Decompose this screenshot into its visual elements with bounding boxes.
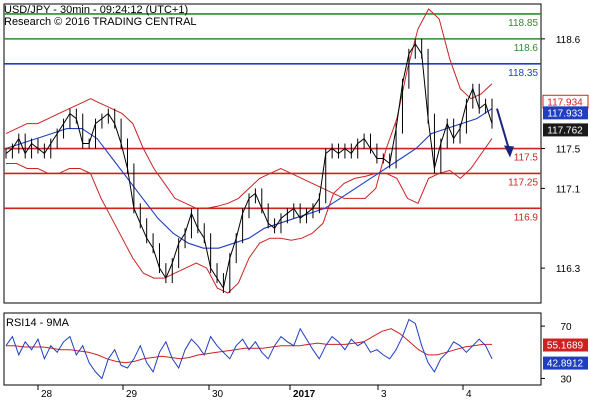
rsi-y-tick-label-1: 70: [560, 322, 572, 333]
y-tick-label-2: 117.5: [556, 145, 581, 156]
rsi-badge-0: [543, 338, 588, 352]
rsi-title: RSI14 - 9MA: [6, 317, 70, 329]
chart-subtitle: Research © 2016 TRADING CENTRAL: [4, 16, 197, 28]
x-tick-label-4: 3: [381, 389, 387, 400]
forecast-arrow-head: [504, 145, 514, 158]
price-line: [5, 42, 493, 290]
x-tick-label-1: 29: [126, 389, 138, 400]
level-label-5: 116.9: [514, 212, 539, 223]
level-label-2: 118.35: [508, 68, 538, 79]
x-tick-label-2: 30: [212, 389, 224, 400]
rsi-badge-1: [543, 356, 588, 370]
rsi-line: [5, 318, 493, 380]
chart-title: USD/JPY - 30min - 09:24:12 (UTC+1): [4, 4, 188, 16]
level-label-0: 118.85: [508, 18, 538, 29]
x-tick-label-0: 28: [41, 389, 53, 400]
level-label-4: 117.25: [508, 177, 538, 188]
rsi-ma-line: [6, 328, 492, 364]
moving-average-line: [5, 108, 493, 249]
price-badge-2: [543, 123, 588, 137]
y-tick-label-0: 116.3: [556, 264, 581, 275]
x-tick-label-3: 2017: [293, 389, 316, 400]
level-label-3: 117.5: [514, 153, 539, 164]
rsi-y-tick-label-0: 30: [560, 374, 572, 385]
rsi-badge-label-0: 55.1689: [547, 341, 584, 352]
x-tick-label-5: 4: [466, 389, 472, 400]
price-panel-frame: [3, 3, 542, 304]
price-badge-label-2: 117.762: [547, 125, 583, 136]
price-badge-label-1: 117.933: [547, 108, 583, 119]
level-label-1: 118.6: [514, 43, 539, 54]
y-tick-label-1: 117.1: [556, 184, 581, 195]
lower-band-line: [6, 138, 493, 294]
y-tick-label-3: 118.6: [556, 35, 581, 46]
upper-band-line: [5, 8, 493, 209]
forecast-arrow-shaft: [496, 108, 510, 150]
rsi-badge-label-1: 42.8912: [547, 359, 584, 370]
price-badge-1: [543, 106, 588, 120]
price-badge-label-0: 117.934: [547, 97, 583, 108]
